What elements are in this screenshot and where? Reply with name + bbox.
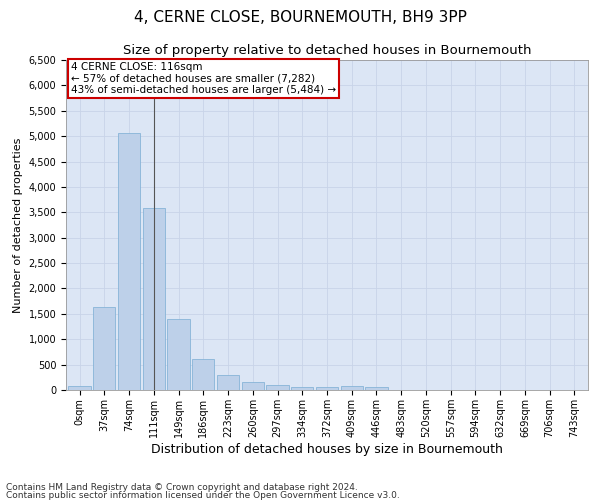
Y-axis label: Number of detached properties: Number of detached properties [13,138,23,312]
Bar [192,358,214,390]
Bar [167,319,190,390]
Bar [68,386,91,390]
Bar [341,386,363,390]
Bar [365,388,388,390]
X-axis label: Distribution of detached houses by size in Bournemouth: Distribution of detached houses by size … [151,442,503,456]
Bar [93,307,115,390]
Bar [316,388,338,390]
Bar [118,132,140,390]
Bar [143,208,165,390]
Text: Contains public sector information licensed under the Open Government Licence v3: Contains public sector information licen… [6,490,400,500]
Bar [217,374,239,390]
Bar [291,387,313,390]
Text: Contains HM Land Registry data © Crown copyright and database right 2024.: Contains HM Land Registry data © Crown c… [6,484,358,492]
Title: Size of property relative to detached houses in Bournemouth: Size of property relative to detached ho… [123,44,531,58]
Bar [242,382,264,390]
Text: 4 CERNE CLOSE: 116sqm
← 57% of detached houses are smaller (7,282)
43% of semi-d: 4 CERNE CLOSE: 116sqm ← 57% of detached … [71,62,337,95]
Bar [266,385,289,390]
Text: 4, CERNE CLOSE, BOURNEMOUTH, BH9 3PP: 4, CERNE CLOSE, BOURNEMOUTH, BH9 3PP [134,10,466,25]
